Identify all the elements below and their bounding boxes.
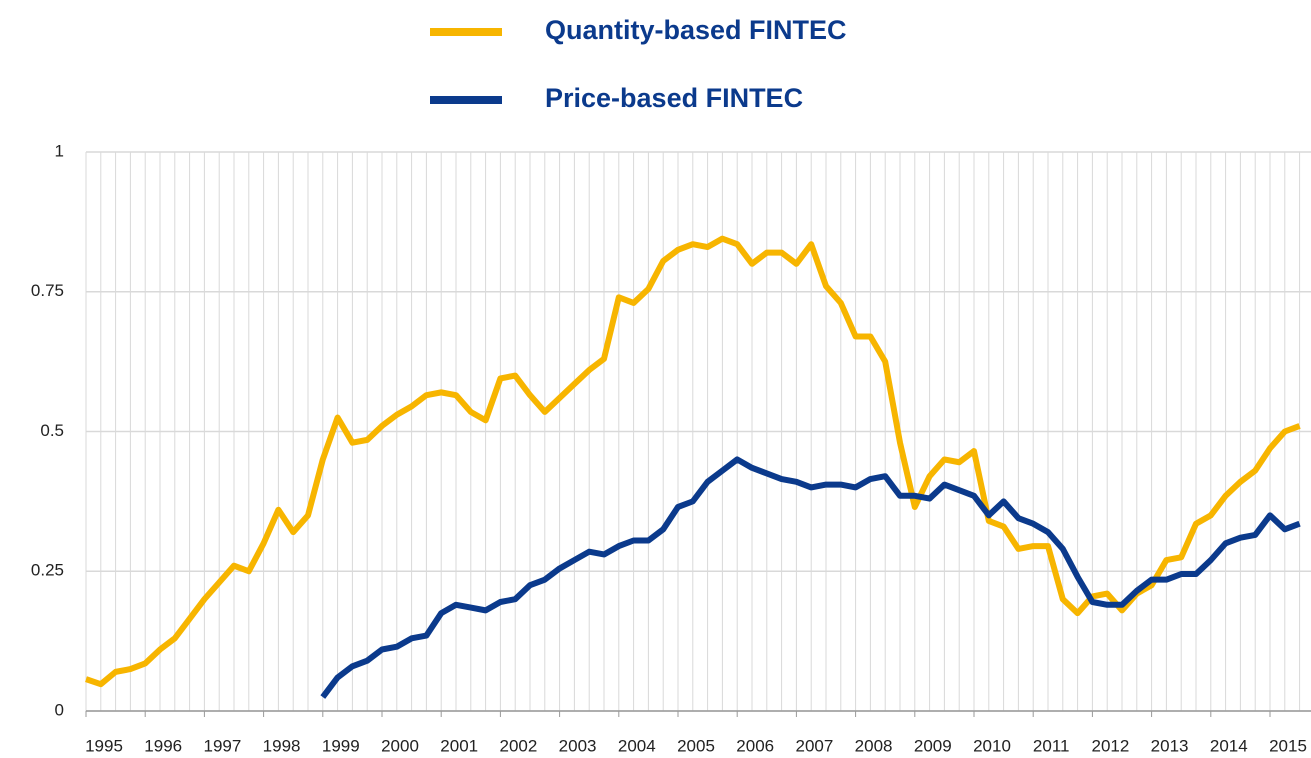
x-tick-label: 2015 xyxy=(1269,736,1307,755)
x-tick-label: 2004 xyxy=(618,736,656,755)
x-tick-label: 2012 xyxy=(1091,736,1129,755)
x-tick-label: 2013 xyxy=(1151,736,1189,755)
x-tick-label: 1996 xyxy=(144,736,182,755)
x-tick-label: 2014 xyxy=(1210,736,1248,755)
x-tick-label: 2000 xyxy=(381,736,419,755)
x-tick-label: 2002 xyxy=(499,736,537,755)
x-tick-label: 2005 xyxy=(677,736,715,755)
y-tick-label: 0.5 xyxy=(40,421,64,440)
series-line xyxy=(320,456,1301,699)
x-tick-label: 1997 xyxy=(203,736,241,755)
x-tick-label: 2009 xyxy=(914,736,952,755)
legend-label: Quantity-based FINTEC xyxy=(545,15,847,45)
x-tick-label: 2003 xyxy=(559,736,597,755)
x-tick-label: 1998 xyxy=(263,736,301,755)
x-tick-label: 1995 xyxy=(85,736,123,755)
y-tick-label: 0 xyxy=(55,700,64,719)
legend-label: Price-based FINTEC xyxy=(545,83,803,113)
x-tick-label: 2008 xyxy=(855,736,893,755)
y-tick-label: 1 xyxy=(55,141,64,160)
x-tick-label: 2007 xyxy=(795,736,833,755)
x-tick-label: 2011 xyxy=(1033,736,1070,755)
series-line xyxy=(85,235,1301,688)
y-tick-label: 0.25 xyxy=(31,561,64,580)
x-tick-label: 2001 xyxy=(440,736,478,755)
x-tick-label: 1999 xyxy=(322,736,360,755)
x-tick-label: 2010 xyxy=(973,736,1011,755)
x-tick-label: 2006 xyxy=(736,736,774,755)
y-tick-label: 0.75 xyxy=(31,281,64,300)
